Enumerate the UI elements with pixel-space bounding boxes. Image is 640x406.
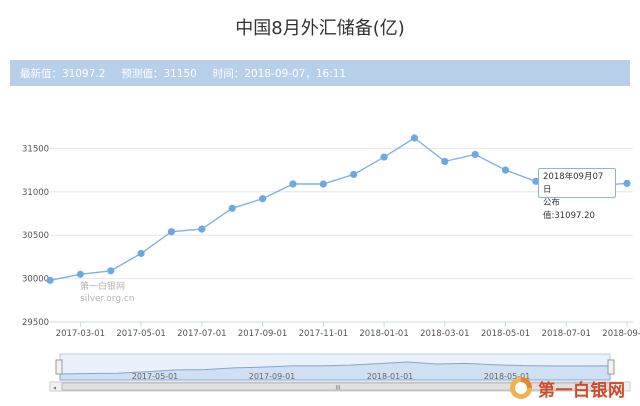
x-tick-label: 2018-07-01 bbox=[542, 329, 591, 339]
navigator-right-handle[interactable] bbox=[607, 359, 615, 375]
navigator-label: 2017-05-01 bbox=[132, 372, 179, 381]
scrollbar-grip: III bbox=[335, 385, 341, 392]
brand-logo: 第一白银网 bbox=[508, 374, 638, 402]
y-tick-label: 31000 bbox=[22, 188, 49, 198]
x-tick-label: 2017-07-01 bbox=[177, 329, 226, 339]
forecast-value: 预测值：31150 bbox=[121, 67, 197, 80]
watermark-url: silver.org.cn bbox=[80, 294, 135, 304]
series-line bbox=[49, 137, 628, 282]
data-point[interactable] bbox=[380, 153, 388, 161]
data-point[interactable] bbox=[198, 225, 206, 233]
navigator-label: 2018-05-01 bbox=[484, 372, 531, 381]
brand-name: 第一白银网 bbox=[538, 380, 626, 401]
x-tick-label: 2018-03-01 bbox=[420, 329, 469, 339]
data-point[interactable] bbox=[319, 180, 327, 188]
range-navigator[interactable]: 2017-05-01 2017-09-01 2018-01-01 2018-05-01… bbox=[49, 353, 631, 392]
x-tick-label: 2018-01-01 bbox=[359, 329, 408, 339]
data-point[interactable] bbox=[137, 249, 145, 258]
x-tick-label: 2017-09-01 bbox=[238, 329, 287, 339]
data-point[interactable] bbox=[258, 195, 267, 203]
navigator-area bbox=[59, 361, 611, 381]
data-point[interactable] bbox=[471, 150, 479, 159]
data-point[interactable] bbox=[46, 276, 54, 284]
latest-value: 最新值：31097.2 bbox=[20, 67, 106, 80]
navigator-left-handle[interactable] bbox=[55, 359, 63, 375]
release-time: 时间：2018-09-07，16:11 bbox=[212, 67, 347, 80]
tooltip-value: 公布值:31097.20 bbox=[543, 198, 595, 221]
x-tick-label: 2017-03-01 bbox=[56, 329, 105, 339]
data-point[interactable] bbox=[623, 179, 631, 187]
x-tick-label: 2018-05-01 bbox=[481, 329, 530, 339]
y-tick-label: 31500 bbox=[22, 144, 49, 154]
x-tick-label: 2017-05-01 bbox=[116, 329, 165, 339]
navigator-label: 2018-01-01 bbox=[367, 372, 414, 381]
data-point[interactable] bbox=[76, 270, 84, 278]
data-point[interactable] bbox=[228, 204, 236, 212]
data-point[interactable] bbox=[107, 267, 115, 275]
data-point[interactable] bbox=[410, 134, 419, 142]
chart-title: 中国8月外汇储备(亿) bbox=[235, 18, 405, 39]
data-point[interactable] bbox=[441, 157, 449, 166]
data-point[interactable] bbox=[501, 166, 510, 174]
x-axis: 2017-03-01 2017-05-01 2017-07-01 2017-09-01… bbox=[50, 321, 640, 339]
y-tick-label: 30000 bbox=[22, 275, 49, 285]
chart-tooltip: 2018年09月07日 公布值:31097.20 bbox=[538, 168, 616, 221]
scrollbar-thumb[interactable] bbox=[61, 382, 611, 391]
x-tick-label: 2018-09-01 bbox=[602, 329, 640, 339]
watermark-name: 第一白银网 bbox=[80, 282, 126, 292]
y-axis: 29500 30000 30500 31000 31500 bbox=[22, 144, 49, 328]
y-tick-label: 30500 bbox=[22, 231, 49, 241]
data-point[interactable] bbox=[532, 177, 540, 185]
info-bar: 最新值：31097.2 预测值：31150 时间：2018-09-07，16:1… bbox=[10, 60, 630, 86]
data-point[interactable] bbox=[167, 228, 176, 236]
data-point[interactable] bbox=[289, 180, 297, 188]
scroll-left-arrow[interactable]: ◂ bbox=[53, 385, 56, 392]
tooltip-date: 2018年09月07日 bbox=[543, 172, 604, 195]
navigator-label: 2017-09-01 bbox=[249, 372, 296, 381]
watermark: 第一白银网 silver.org.cn bbox=[80, 281, 135, 305]
x-tick-label: 2017-11-01 bbox=[299, 329, 348, 339]
brand-swirl-icon bbox=[510, 377, 532, 399]
y-tick-label: 29500 bbox=[22, 318, 49, 328]
data-point[interactable] bbox=[350, 170, 358, 179]
